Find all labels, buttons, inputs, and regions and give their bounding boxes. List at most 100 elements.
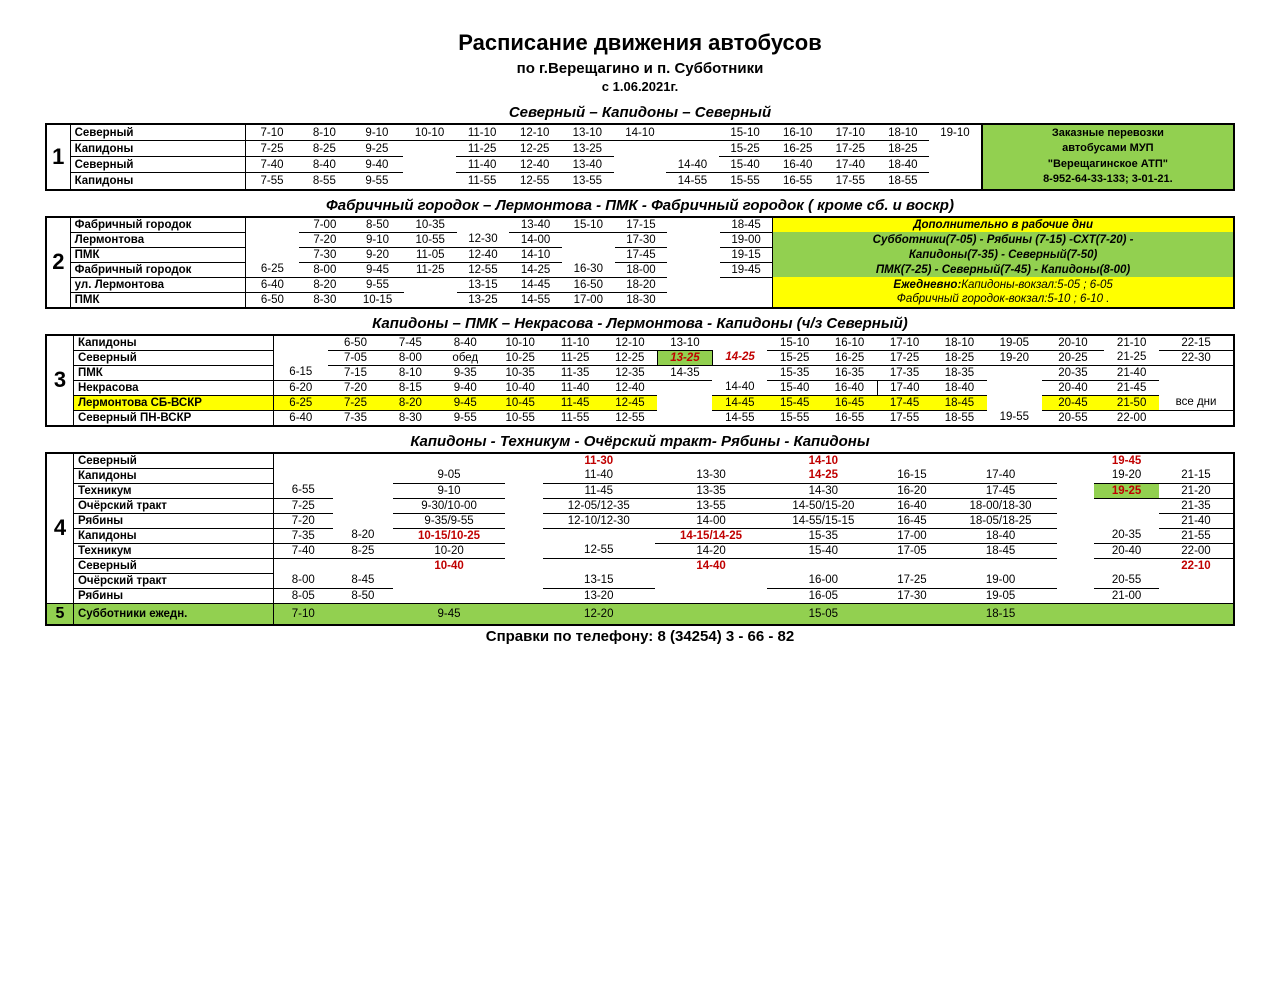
time-cell: 21-25 bbox=[1104, 350, 1159, 365]
time-cell: 22-10 bbox=[1159, 558, 1234, 573]
time-cell: 9-45 bbox=[351, 262, 404, 277]
time-cell bbox=[712, 335, 767, 351]
r5-stop: Субботники ежедн. bbox=[73, 603, 273, 625]
time-cell: 16-00 bbox=[767, 573, 879, 588]
time-cell: 8-30 bbox=[299, 292, 352, 308]
time-cell: 21-35 bbox=[1159, 498, 1234, 513]
time-cell: 17-30 bbox=[615, 232, 668, 247]
note-l1: Дополнительно в рабочие дни bbox=[773, 217, 1234, 233]
time-cell: 6-50 bbox=[246, 292, 299, 308]
time-cell: 15-40 bbox=[767, 380, 822, 395]
time-cell: 13-40 bbox=[561, 157, 614, 173]
time-cell bbox=[404, 292, 457, 308]
time-cell: 16-55 bbox=[771, 173, 824, 190]
time-cell bbox=[1057, 498, 1094, 513]
route1-title: Северный – Капидоны – Северный bbox=[45, 104, 1235, 121]
time-cell: 8-45 bbox=[333, 573, 393, 588]
time-cell bbox=[655, 573, 767, 588]
time-cell bbox=[666, 141, 719, 157]
time-cell: 13-35 bbox=[655, 483, 767, 498]
route3-num: 3 bbox=[46, 335, 73, 426]
time-cell bbox=[393, 453, 505, 469]
time-cell: 17-05 bbox=[880, 543, 945, 558]
time-cell bbox=[505, 543, 542, 558]
time-cell bbox=[273, 350, 328, 365]
time-cell: 17-45 bbox=[877, 395, 932, 410]
time-cell: 17-30 bbox=[880, 588, 945, 603]
time-cell bbox=[505, 558, 542, 573]
time-cell bbox=[614, 157, 667, 173]
sidebox-l4: 8-952-64-33-133; 3-01-21. bbox=[1043, 173, 1173, 185]
note-l6: Фабричный городок-вокзал:5-10 ; 6-10 . bbox=[773, 292, 1234, 308]
r3-stop: Некрасова bbox=[73, 380, 273, 395]
time-cell: 14-45 bbox=[509, 277, 562, 292]
time-cell bbox=[246, 217, 299, 233]
time-cell: 12-40 bbox=[603, 380, 658, 395]
time-cell: 11-25 bbox=[548, 350, 603, 365]
time-cell: 8-20 bbox=[333, 528, 393, 543]
time-cell: 9-35/9-55 bbox=[393, 513, 505, 528]
time-cell: 19-20 bbox=[987, 350, 1042, 365]
time-cell: 7-10 bbox=[245, 124, 298, 141]
time-cell: 8-40 bbox=[298, 157, 351, 173]
time-cell: 8-20 bbox=[299, 277, 352, 292]
time-cell: 21-55 bbox=[1159, 528, 1234, 543]
time-cell: 11-25 bbox=[404, 262, 457, 277]
time-cell: 9-10 bbox=[393, 483, 505, 498]
time-cell: 8-10 bbox=[383, 365, 438, 380]
time-cell: 21-20 bbox=[1159, 483, 1234, 498]
time-cell: 12-30 bbox=[457, 232, 510, 247]
time-cell bbox=[273, 453, 333, 469]
time-cell bbox=[333, 603, 393, 625]
time-cell bbox=[273, 335, 328, 351]
time-cell: 17-25 bbox=[824, 141, 877, 157]
time-cell bbox=[1057, 543, 1094, 558]
r1-stop: Капидоны bbox=[70, 141, 245, 157]
time-cell: 17-00 bbox=[562, 292, 615, 308]
time-cell: 12-40 bbox=[457, 247, 510, 262]
time-cell: 7-45 bbox=[383, 335, 438, 351]
footer: Справки по телефону: 8 (34254) 3 - 66 - … bbox=[45, 628, 1235, 645]
time-cell: 12-45 bbox=[603, 395, 658, 410]
time-cell bbox=[273, 468, 333, 483]
time-cell bbox=[1159, 573, 1234, 588]
time-cell bbox=[505, 513, 542, 528]
time-cell: 16-35 bbox=[822, 365, 877, 380]
r2-stop: ул. Лермонтова bbox=[70, 277, 246, 292]
time-cell: 21-00 bbox=[1094, 588, 1159, 603]
time-cell bbox=[333, 558, 393, 573]
time-cell: 12-55 bbox=[457, 262, 510, 277]
time-cell: 8-00 bbox=[383, 350, 438, 365]
r4-stop: Северный bbox=[73, 558, 273, 573]
time-cell: 13-30 bbox=[655, 468, 767, 483]
time-cell: 15-10 bbox=[719, 124, 772, 141]
time-cell: 8-10 bbox=[298, 124, 351, 141]
time-cell: 11-40 bbox=[543, 468, 655, 483]
time-cell: 15-35 bbox=[767, 365, 822, 380]
time-cell bbox=[657, 410, 712, 426]
time-cell: 10-35 bbox=[404, 217, 457, 233]
time-cell: 15-10 bbox=[767, 335, 822, 351]
time-cell bbox=[667, 232, 720, 247]
time-cell: 7-25 bbox=[245, 141, 298, 157]
time-cell: 16-50 bbox=[562, 277, 615, 292]
r1-stop: Северный bbox=[70, 124, 245, 141]
time-cell bbox=[505, 528, 542, 543]
time-cell: 16-25 bbox=[771, 141, 824, 157]
time-cell bbox=[404, 277, 457, 292]
time-cell bbox=[655, 588, 767, 603]
time-cell: 6-55 bbox=[273, 483, 333, 498]
time-cell bbox=[393, 573, 505, 588]
time-cell: 12-55 bbox=[543, 543, 655, 558]
time-cell bbox=[1057, 468, 1094, 483]
time-cell: 15-25 bbox=[767, 350, 822, 365]
time-cell: 11-40 bbox=[456, 157, 509, 173]
r4-stop: Очёрский тракт bbox=[73, 573, 273, 588]
time-cell: 19-45 bbox=[720, 262, 773, 277]
time-cell: 18-00 bbox=[615, 262, 668, 277]
time-cell: 14-50/15-20 bbox=[767, 498, 879, 513]
time-cell bbox=[1057, 528, 1094, 543]
time-cell: 17-55 bbox=[877, 410, 932, 426]
time-cell bbox=[393, 588, 505, 603]
time-cell: 8-15 bbox=[383, 380, 438, 395]
